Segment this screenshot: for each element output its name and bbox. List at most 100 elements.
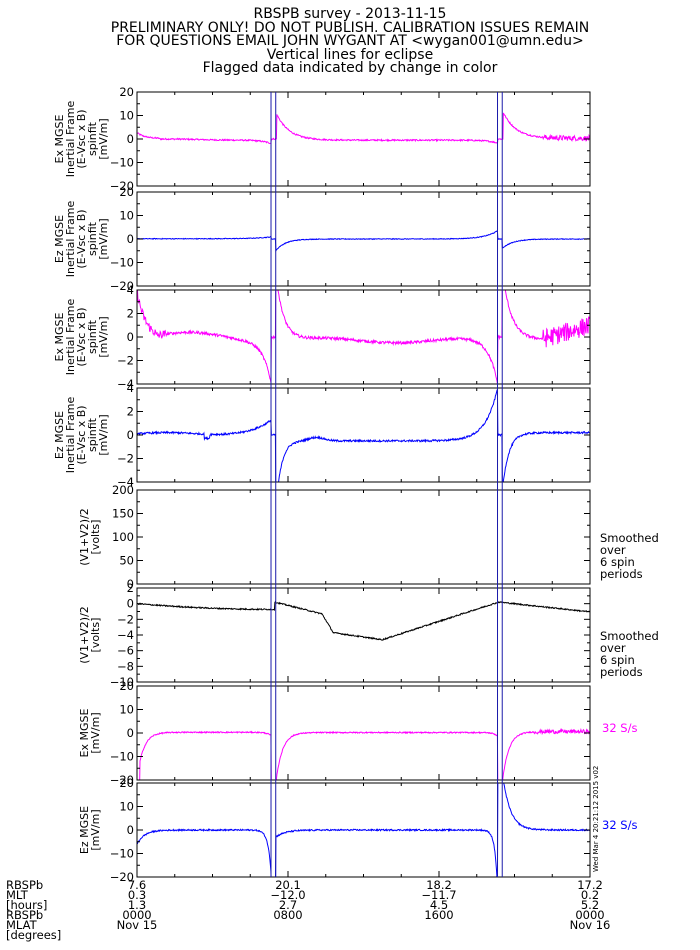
tick-lshell-0: 1.3 xyxy=(128,898,146,912)
tick-time-2: 1600 xyxy=(424,908,453,922)
ytick-label-p3-3: −2 xyxy=(117,354,134,368)
tick-mlt-2: 18.2 xyxy=(426,878,452,892)
tick-time-3: 0000 xyxy=(575,908,604,922)
tick-date-3: Nov 16 xyxy=(570,918,611,932)
ylabel-p2-3: spinfit xyxy=(86,221,99,256)
ylabel-p3-2: (E-Vsc x B) xyxy=(75,307,88,366)
axis-row-label-0: RBSPb xyxy=(6,878,43,892)
ylabel-p1-1: Inertial Frame xyxy=(64,101,77,178)
ytick-label-p3-2: 0 xyxy=(127,330,134,344)
ylabel-p1-4: [mV/m] xyxy=(97,118,110,159)
ylabel-p3-0: Ex MGSE xyxy=(53,312,66,361)
ytick-label-p6-0: 2 xyxy=(127,581,134,595)
side-note-p6-3: periods xyxy=(600,665,643,679)
tick-date-0: Nov 15 xyxy=(117,918,158,932)
ylabel-p4-2: (E-Vsc x B) xyxy=(75,405,88,464)
ylabel-p8-1: [mV/m] xyxy=(89,809,102,850)
ylabel-p6-0: (V1+V2)/2 xyxy=(78,606,91,664)
ytick-label-p2-3: −10 xyxy=(110,256,134,270)
header-line-4: Flagged data indicated by change in colo… xyxy=(202,60,498,76)
ylabel-p2-2: (E-Vsc x B) xyxy=(75,209,88,268)
ytick-label-p8-1: 10 xyxy=(119,800,134,814)
panel-p6: 2 0−2 −4 −6−8 −10 (V1+V2)/2[volts] Smoothedove… xyxy=(78,581,659,689)
tick-mlt-3: 17.2 xyxy=(577,878,603,892)
trace-p8 xyxy=(137,783,590,877)
tick-mlat-1: −12.0 xyxy=(270,888,305,902)
ytick-label-p6-1: 0 xyxy=(127,597,134,611)
ytick-label-p6-6: −10 xyxy=(110,675,134,689)
ytick-label-p1-2: 0 xyxy=(127,132,134,146)
header-line-3: Vertical lines for eclipse xyxy=(266,46,434,63)
ytick-label-p7-0: 20 xyxy=(119,679,134,693)
panel-p7: 20 10 0 −10 −20 Ex MGSE[mV/m] 32 S/s xyxy=(78,679,637,787)
axis-row-label-1: MLT xyxy=(6,888,29,902)
eclipse-lines xyxy=(270,92,503,877)
trace-p3 xyxy=(137,290,590,384)
axis-row-label-2: [hours] xyxy=(6,898,47,912)
tick-mlat-2: −11.7 xyxy=(421,888,456,902)
ytick-label-p6-5: −8 xyxy=(117,659,134,673)
ylabel-p7-1: [mV/m] xyxy=(89,712,102,753)
ytick-label-p5-0: 200 xyxy=(112,483,134,497)
frame-p5 xyxy=(136,489,591,585)
x-axis-labels: RBSPbMLT[hours]RBSPbMLAT[degrees]7.60.31… xyxy=(6,878,610,942)
panel-p8: 20 10 0 −10 −20 Ez MGSE[mV/m] 32 S/s xyxy=(78,776,637,884)
chart-title: RBSPB survey - 2013-11-15 xyxy=(253,6,447,22)
side-note-p5-0: Smoothed xyxy=(600,531,659,545)
trace-p2 xyxy=(137,229,590,253)
ylabel-p1-3: spinfit xyxy=(86,121,99,156)
ytick-label-p6-3: −4 xyxy=(117,628,134,642)
ylabel-p3-1: Inertial Frame xyxy=(64,299,77,376)
ytick-label-p1-1: 10 xyxy=(119,109,134,123)
ylabel-p8-0: Ez MGSE xyxy=(78,806,91,854)
ytick-label-p8-2: 0 xyxy=(127,823,134,837)
ytick-label-p7-4: −20 xyxy=(110,773,134,787)
ytick-label-p4-3: −2 xyxy=(117,452,134,466)
side-note-p6-0: Smoothed xyxy=(600,629,659,643)
frame-p3 xyxy=(136,289,591,385)
panel-p5: 200 150 100 50 0 (V1+V2)/2[volts] Smoothedover… xyxy=(78,483,659,591)
ylabel-p4-3: spinfit xyxy=(86,417,99,452)
ylabel-p5-1: [volts] xyxy=(89,520,102,555)
ytick-label-p2-0: 20 xyxy=(119,185,134,199)
ytick-label-p3-4: −4 xyxy=(117,377,134,391)
ytick-label-p3-0: 4 xyxy=(127,283,134,297)
tick-mlt-0: 7.6 xyxy=(128,878,146,892)
ytick-label-p4-0: 4 xyxy=(127,381,134,395)
ytick-label-p4-2: 0 xyxy=(127,428,134,442)
rate-label-p7: 32 S/s xyxy=(602,721,637,735)
side-note-p5-3: periods xyxy=(600,567,643,581)
ytick-label-p1-4: −20 xyxy=(110,179,134,193)
tick-lshell-2: 4.5 xyxy=(430,898,448,912)
side-note-p5-1: over xyxy=(600,543,626,557)
ylabel-p5-0: (V1+V2)/2 xyxy=(78,508,91,566)
ytick-label-p3-1: 2 xyxy=(127,307,134,321)
frame-p6 xyxy=(136,587,591,683)
tick-lshell-3: 5.2 xyxy=(581,898,599,912)
trace-p6 xyxy=(137,600,590,641)
ylabel-p2-1: Inertial Frame xyxy=(64,201,77,278)
rate-label-p8: 32 S/s xyxy=(602,818,637,832)
ytick-label-p5-1: 150 xyxy=(112,507,134,521)
header-line-2: FOR QUESTIONS EMAIL JOHN WYGANT AT <wyga… xyxy=(116,33,584,49)
frame-p1 xyxy=(136,91,591,187)
ylabel-p4-1: Inertial Frame xyxy=(64,397,77,474)
ylabel-p3-4: [mV/m] xyxy=(97,316,110,357)
chart-header: RBSPB survey - 2013-11-15 PRELIMINARY ON… xyxy=(0,6,700,76)
ytick-label-p7-3: −10 xyxy=(110,750,134,764)
tick-time-0: 0000 xyxy=(122,908,151,922)
trace-p1 xyxy=(137,112,590,146)
ytick-label-p7-2: 0 xyxy=(127,726,134,740)
ytick-label-p4-1: 2 xyxy=(127,405,134,419)
ylabel-p3-3: spinfit xyxy=(86,319,99,354)
ytick-label-p8-4: −20 xyxy=(110,870,134,884)
ylabel-p4-0: Ez MGSE xyxy=(53,411,66,459)
ytick-label-p2-2: 0 xyxy=(127,232,134,246)
side-note-p5-2: 6 spin xyxy=(600,555,635,569)
tick-lshell-1: 2.7 xyxy=(279,898,297,912)
